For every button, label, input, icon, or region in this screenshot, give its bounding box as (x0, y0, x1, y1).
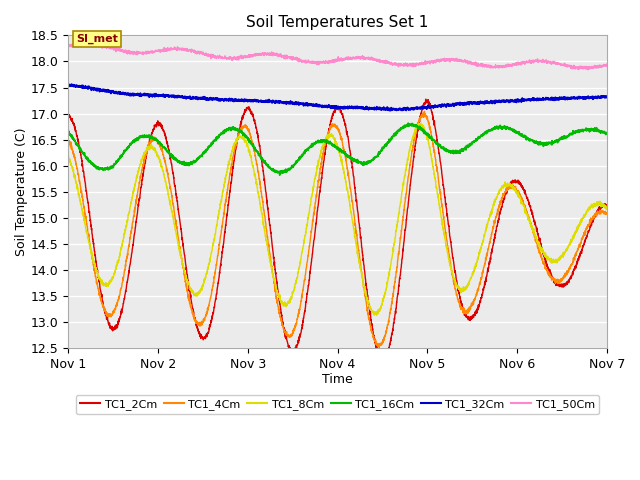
TC1_16Cm (603, 132, 611, 137)
TC1_4Cm (440, 220, 448, 226)
TC1_32Cm (406, 106, 413, 111)
TC1_2Cm (469, 312, 477, 318)
Line: TC1_4Cm: TC1_4Cm (68, 111, 607, 348)
TC1_16Cm (276, 172, 284, 178)
TC1_2Cm (422, 96, 429, 102)
Line: TC1_16Cm: TC1_16Cm (68, 123, 607, 175)
Line: TC1_8Cm: TC1_8Cm (68, 123, 607, 315)
TC1_16Cm (404, 120, 412, 126)
TC1_2Cm (440, 191, 448, 197)
TC1_16Cm (406, 122, 413, 128)
TC1_2Cm (65, 113, 72, 119)
TC1_50Cm (584, 67, 591, 72)
TC1_50Cm (509, 61, 516, 67)
TC1_32Cm (440, 102, 448, 108)
TC1_16Cm (469, 139, 477, 144)
TC1_8Cm (236, 134, 243, 140)
TC1_8Cm (440, 234, 448, 240)
TC1_2Cm (236, 127, 243, 132)
TC1_16Cm (440, 146, 448, 152)
TC1_32Cm (440, 102, 448, 108)
TC1_4Cm (236, 130, 243, 136)
Line: TC1_32Cm: TC1_32Cm (68, 84, 607, 110)
TC1_4Cm (65, 140, 72, 145)
TC1_32Cm (469, 100, 477, 106)
TC1_16Cm (440, 146, 448, 152)
TC1_8Cm (509, 184, 516, 190)
TC1_4Cm (603, 210, 611, 216)
TC1_4Cm (440, 222, 448, 228)
TC1_4Cm (406, 165, 413, 170)
TC1_32Cm (385, 108, 393, 113)
TC1_4Cm (469, 299, 477, 305)
TC1_8Cm (406, 148, 413, 154)
TC1_8Cm (440, 232, 448, 238)
TC1_50Cm (65, 43, 72, 48)
TC1_8Cm (469, 270, 477, 276)
TC1_50Cm (406, 61, 413, 67)
TC1_32Cm (236, 97, 243, 103)
TC1_2Cm (509, 180, 516, 186)
Legend: TC1_2Cm, TC1_4Cm, TC1_8Cm, TC1_16Cm, TC1_32Cm, TC1_50Cm: TC1_2Cm, TC1_4Cm, TC1_8Cm, TC1_16Cm, TC1… (76, 395, 599, 414)
TC1_4Cm (376, 345, 383, 350)
Line: TC1_50Cm: TC1_50Cm (68, 42, 607, 70)
TC1_50Cm (236, 55, 243, 61)
TC1_32Cm (65, 81, 72, 87)
TC1_8Cm (65, 154, 72, 159)
TC1_4Cm (420, 108, 428, 114)
TC1_50Cm (440, 57, 448, 62)
Line: TC1_2Cm: TC1_2Cm (68, 99, 607, 361)
TC1_50Cm (83, 39, 90, 45)
TC1_2Cm (406, 187, 413, 192)
TC1_50Cm (469, 61, 477, 67)
TC1_2Cm (440, 192, 448, 197)
TC1_8Cm (603, 206, 611, 212)
Y-axis label: Soil Temperature (C): Soil Temperature (C) (15, 128, 28, 256)
TC1_2Cm (603, 202, 611, 208)
X-axis label: Time: Time (322, 372, 353, 385)
TC1_16Cm (65, 128, 72, 133)
TC1_8Cm (417, 120, 425, 126)
TC1_8Cm (372, 312, 380, 318)
Title: Soil Temperatures Set 1: Soil Temperatures Set 1 (246, 15, 429, 30)
TC1_50Cm (603, 62, 611, 68)
TC1_32Cm (509, 97, 516, 103)
TC1_32Cm (603, 94, 611, 100)
TC1_2Cm (380, 359, 387, 364)
TC1_16Cm (236, 128, 243, 133)
TC1_4Cm (509, 185, 516, 191)
TC1_50Cm (440, 56, 448, 61)
TC1_16Cm (509, 128, 516, 133)
Text: SI_met: SI_met (76, 34, 118, 44)
